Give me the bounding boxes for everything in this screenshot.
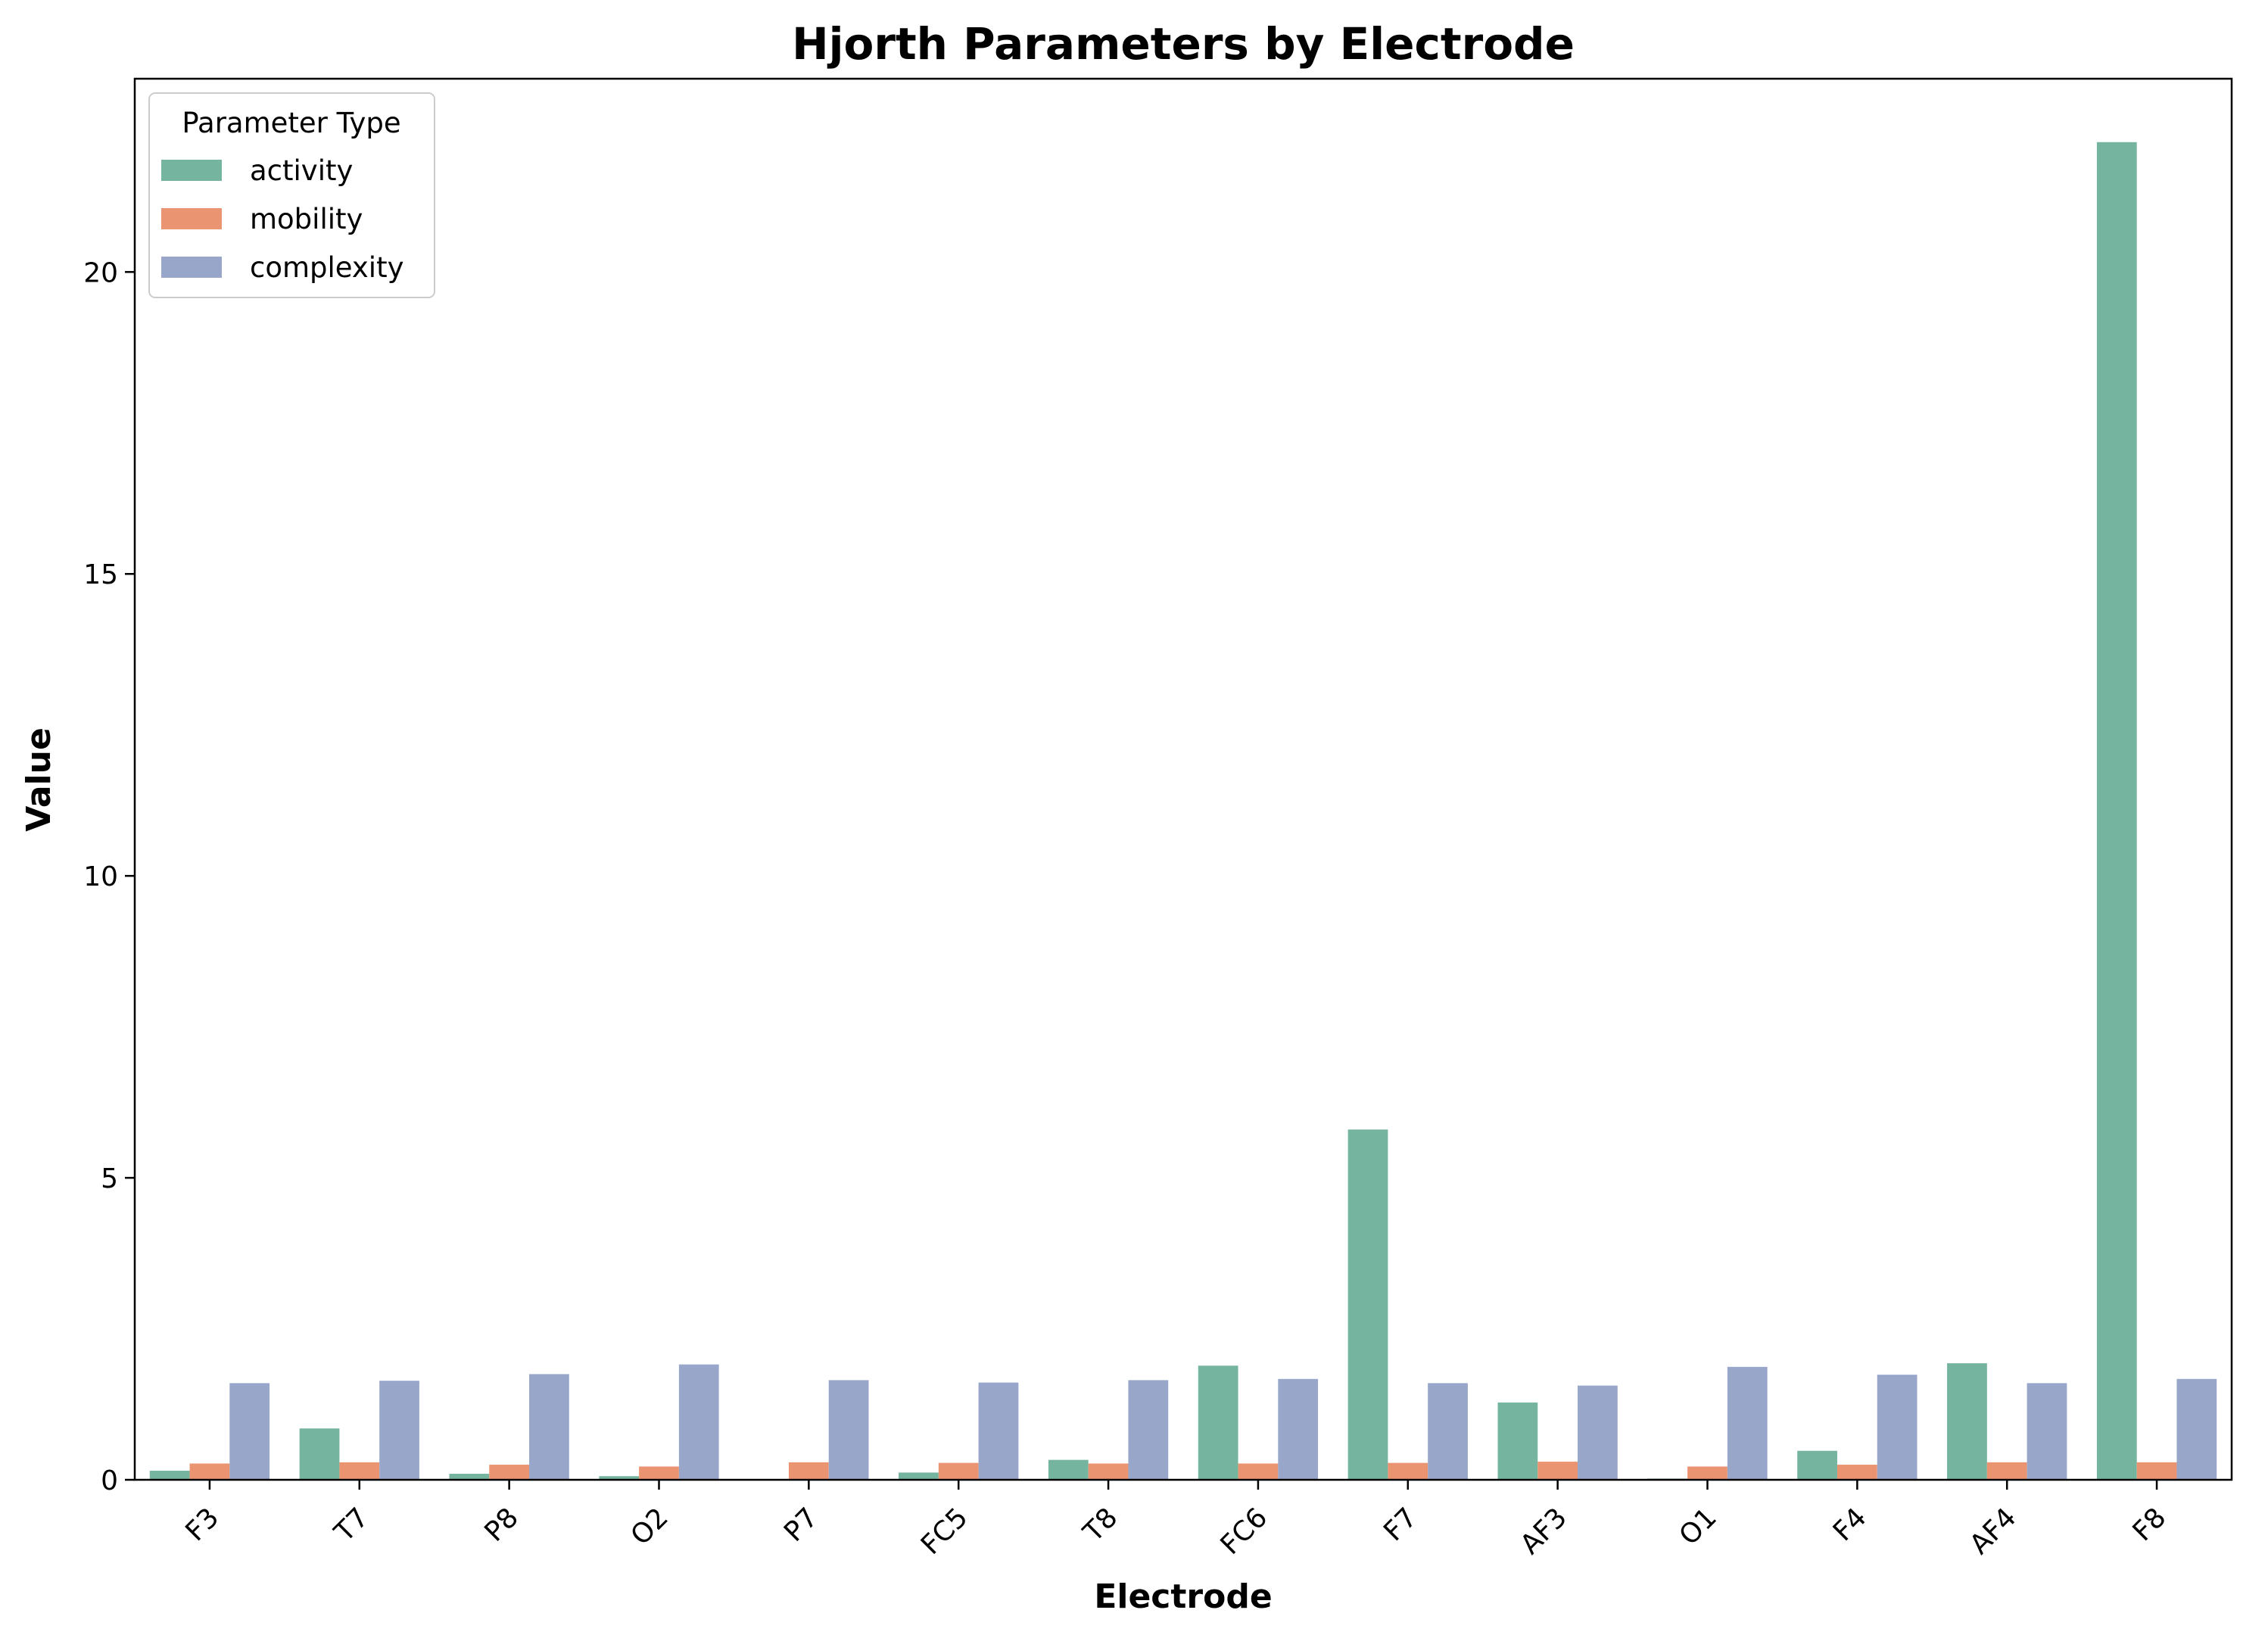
bar-complexity-FC6 [1278, 1378, 1319, 1480]
legend-swatch-mobility [161, 208, 222, 229]
chart-title: Hjorth Parameters by Electrode [792, 18, 1575, 70]
bar-mobility-AF3 [1537, 1462, 1578, 1480]
bar-mobility-F7 [1388, 1462, 1428, 1480]
bar-activity-O2 [599, 1476, 640, 1480]
y-tick-label: 15 [83, 559, 118, 590]
bar-complexity-P8 [529, 1374, 569, 1480]
bar-complexity-F4 [1877, 1375, 1918, 1480]
x-tick-label: F3 [179, 1502, 225, 1547]
y-axis-label: Value [20, 727, 58, 832]
x-tick-label: P7 [778, 1502, 824, 1548]
bar-mobility-F3 [189, 1463, 230, 1480]
legend-swatch-activity [161, 160, 222, 181]
bar-activity-FC6 [1198, 1366, 1238, 1480]
legend-title: Parameter Type [182, 107, 400, 139]
bar-activity-F8 [2096, 142, 2137, 1480]
bar-mobility-P7 [788, 1462, 829, 1480]
bar-activity-T7 [299, 1428, 340, 1480]
bar-activity-F3 [149, 1471, 190, 1480]
bar-activity-F7 [1347, 1129, 1388, 1480]
bar-mobility-FC5 [938, 1462, 979, 1480]
bar-mobility-O1 [1687, 1466, 1727, 1480]
legend-label-mobility: mobility [250, 203, 363, 235]
bar-mobility-F8 [2136, 1462, 2177, 1480]
bar-complexity-O2 [678, 1364, 719, 1480]
x-tick-label: AF3 [1515, 1502, 1573, 1560]
bar-mobility-F4 [1837, 1465, 1877, 1480]
x-tick-label: T8 [1077, 1502, 1123, 1548]
bar-activity-AF4 [1947, 1363, 1987, 1480]
x-tick-label: F8 [2127, 1502, 2173, 1547]
x-tick-label: O2 [625, 1502, 674, 1551]
x-tick-label: FC6 [1215, 1502, 1274, 1561]
bar-mobility-P8 [489, 1465, 530, 1480]
x-tick-label: T7 [329, 1502, 375, 1548]
legend: Parameter Type activity mobility complexit… [148, 92, 435, 298]
bar-activity-FC5 [899, 1472, 939, 1480]
bar-complexity-P7 [828, 1380, 869, 1480]
bar-mobility-T8 [1088, 1463, 1129, 1480]
x-axis: F3 T7 P8 O2 P7 FC5 T8 FC6 F7 AF3 O1 F4 AF4 F8 [179, 1480, 2172, 1561]
bar-activity-AF3 [1497, 1402, 1538, 1480]
bar-complexity-T7 [379, 1381, 419, 1480]
x-tick-label: O1 [1674, 1502, 1723, 1551]
bar-complexity-F7 [1428, 1383, 1468, 1480]
y-tick-label: 10 [83, 861, 118, 892]
legend-label-activity: activity [250, 154, 353, 187]
x-tick-label: AF4 [1964, 1502, 2022, 1560]
legend-label-complexity: complexity [250, 251, 403, 284]
y-tick-label: 0 [101, 1465, 118, 1496]
bars-group [149, 142, 2217, 1480]
bar-mobility-T7 [339, 1462, 380, 1480]
bar-mobility-O2 [639, 1466, 679, 1480]
y-tick-label: 5 [101, 1163, 118, 1194]
x-tick-label: F4 [1827, 1502, 1873, 1547]
x-tick-label: P8 [478, 1502, 525, 1548]
legend-swatch-complexity [161, 257, 222, 278]
x-axis-label: Electrode [1094, 1577, 1272, 1616]
x-tick-label: F7 [1378, 1502, 1423, 1547]
bar-activity-T8 [1048, 1459, 1089, 1480]
bar-complexity-F3 [229, 1383, 270, 1480]
bar-complexity-AF3 [1578, 1385, 1618, 1480]
y-tick-label: 20 [83, 257, 118, 288]
bar-activity-P8 [449, 1474, 490, 1480]
bar-complexity-F8 [2176, 1378, 2217, 1480]
legend-frame [148, 92, 435, 298]
x-tick-label: FC5 [915, 1502, 974, 1561]
bar-activity-F4 [1797, 1450, 1837, 1480]
plot-frame [133, 77, 2233, 1481]
y-axis: 0 5 10 15 20 [83, 257, 135, 1496]
bar-complexity-AF4 [2027, 1383, 2067, 1480]
bar-mobility-AF4 [1986, 1462, 2027, 1480]
bar-complexity-O1 [1727, 1366, 1768, 1480]
bar-complexity-T8 [1128, 1380, 1169, 1480]
bar-complexity-FC5 [978, 1382, 1019, 1480]
bar-mobility-FC6 [1238, 1463, 1279, 1480]
